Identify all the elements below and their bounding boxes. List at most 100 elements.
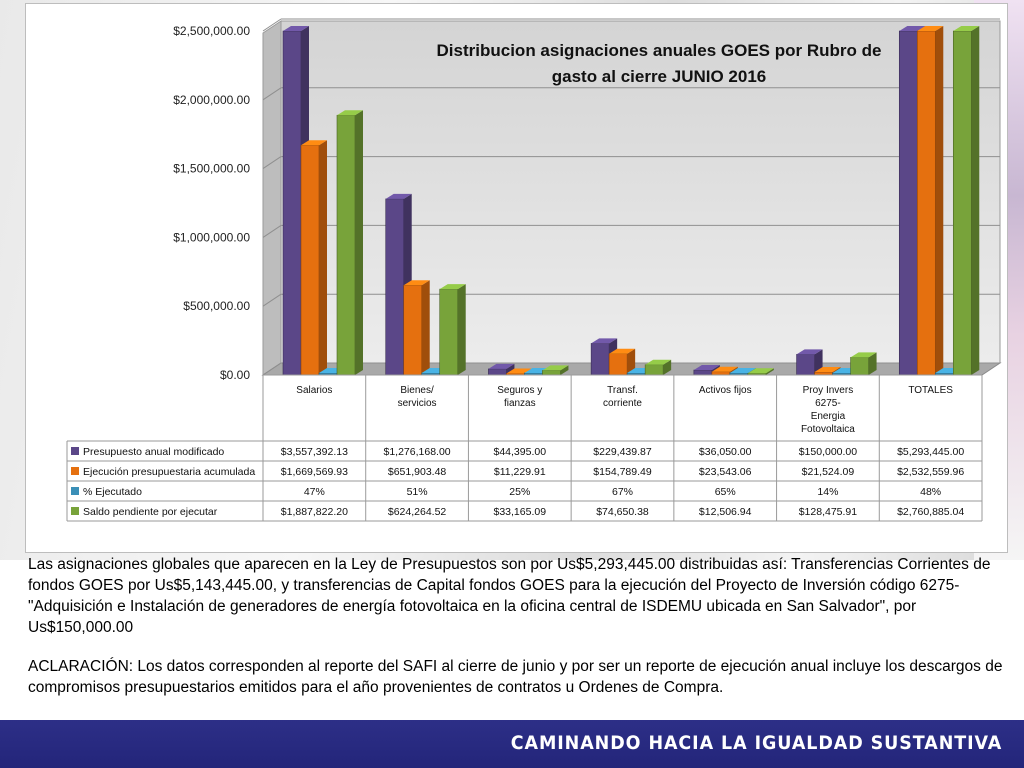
clarification-note: ACLARACIÓN: Los datos corresponden al re… xyxy=(28,658,1003,696)
category-label: Seguros y xyxy=(497,385,542,396)
table-value: $33,165.09 xyxy=(494,506,547,518)
bar-front xyxy=(385,198,405,376)
table-value: 65% xyxy=(715,486,736,498)
bar xyxy=(644,359,672,376)
gridline-depth xyxy=(262,293,282,307)
bar-front xyxy=(608,353,628,376)
bar xyxy=(488,363,515,376)
bar xyxy=(542,365,569,376)
bar-side xyxy=(355,110,363,376)
table-value: 47% xyxy=(304,486,325,498)
gridline-depth xyxy=(262,224,282,238)
table-value: $1,887,822.20 xyxy=(281,506,348,518)
table-value: $12,506.94 xyxy=(699,506,752,518)
category-label: Salarios xyxy=(296,385,332,396)
bar-front xyxy=(336,114,356,376)
legend-key xyxy=(71,487,79,495)
bar-top xyxy=(953,26,980,31)
table-value: $21,524.09 xyxy=(802,466,855,478)
chart-title-line-2: gasto al cierre JUNIO 2016 xyxy=(552,67,767,86)
category-label: Bienes/ xyxy=(400,385,434,396)
bar xyxy=(300,140,327,376)
bar-side xyxy=(663,359,672,375)
bars-group xyxy=(282,26,980,376)
table-value: 51% xyxy=(407,486,428,498)
category-label: servicios xyxy=(398,398,437,409)
table-value: $128,475.91 xyxy=(799,506,858,518)
bar-front xyxy=(644,364,664,376)
bar-top xyxy=(337,110,363,116)
bar xyxy=(916,26,944,376)
chart-side-wall xyxy=(262,20,282,376)
bar-side xyxy=(627,348,636,375)
bar-front xyxy=(300,144,320,376)
bar xyxy=(747,368,774,376)
bar-top xyxy=(403,280,430,286)
table-value: $150,000.00 xyxy=(799,446,858,458)
table-value: $36,050.00 xyxy=(699,446,752,458)
bar-top xyxy=(609,348,636,354)
bar-top xyxy=(488,363,515,369)
category-label: TOTALES xyxy=(908,385,953,396)
bar-top xyxy=(301,140,327,146)
series-name: Saldo pendiente por ejecutar xyxy=(83,506,218,518)
bar-top xyxy=(814,367,841,373)
table-value: $5,293,445.00 xyxy=(897,446,964,458)
gridline-depth xyxy=(262,156,282,170)
table-value: 14% xyxy=(817,486,838,498)
bar-front xyxy=(796,354,815,376)
bar-front xyxy=(439,288,459,376)
bar-side xyxy=(765,368,774,375)
table-value: $23,543.06 xyxy=(699,466,752,478)
bar-front xyxy=(693,369,713,376)
bar-top xyxy=(711,366,738,372)
bar-side xyxy=(457,284,466,375)
table-value: $1,669,569.93 xyxy=(281,466,348,478)
bar-side xyxy=(971,26,980,375)
bar-top xyxy=(747,368,774,374)
bar-front xyxy=(403,284,423,376)
legend-key xyxy=(71,447,79,455)
bar-side xyxy=(319,140,327,375)
bar-top xyxy=(439,284,466,290)
bar-top xyxy=(591,338,618,344)
bar-front xyxy=(542,370,561,376)
bar-front xyxy=(282,30,302,376)
table-value: $154,789.49 xyxy=(593,466,652,478)
category-label: Proy Invers xyxy=(803,385,854,396)
bar-top xyxy=(899,26,926,31)
bar-top xyxy=(729,368,756,373)
table-value: $1,276,168.00 xyxy=(383,446,450,458)
legend-key xyxy=(71,507,79,515)
footer-band xyxy=(0,720,1024,768)
y-tick-label: $500,000.00 xyxy=(183,299,250,313)
chart-title-line-1: Distribucion asignaciones anuales GOES p… xyxy=(437,41,882,60)
category-label: 6275- xyxy=(815,398,841,409)
category-label: Activos fijos xyxy=(699,385,752,396)
y-tick-label: $2,500,000.00 xyxy=(173,24,250,38)
bar-side xyxy=(560,365,569,375)
bar xyxy=(850,352,877,376)
bar-top xyxy=(283,26,309,31)
bar xyxy=(439,284,466,376)
bar-front xyxy=(952,30,972,376)
category-label: Energia xyxy=(811,411,846,422)
category-label: Transf. xyxy=(607,385,638,396)
bar-top xyxy=(385,193,412,199)
table-value: 67% xyxy=(612,486,633,498)
gridline-depth xyxy=(262,18,282,32)
bar-top xyxy=(693,365,720,371)
bar-front xyxy=(898,30,918,376)
bar-front xyxy=(916,30,936,376)
bar-front xyxy=(488,368,507,376)
y-tick-label: $1,000,000.00 xyxy=(173,230,250,244)
bar-side xyxy=(935,26,944,375)
bar xyxy=(952,26,980,376)
y-tick-label: $2,000,000.00 xyxy=(173,93,250,107)
description-paragraph: Las asignaciones globales que aparecen e… xyxy=(28,556,991,636)
bar-front xyxy=(850,357,869,376)
table-value: 48% xyxy=(920,486,941,498)
chart-panel: $2,500,000.00 $2,000,000.00 $1,500,000.00 $… xyxy=(25,3,1008,553)
series-name: Presupuesto anual modificado xyxy=(83,446,224,458)
y-tick-label: $1,500,000.00 xyxy=(173,162,250,176)
